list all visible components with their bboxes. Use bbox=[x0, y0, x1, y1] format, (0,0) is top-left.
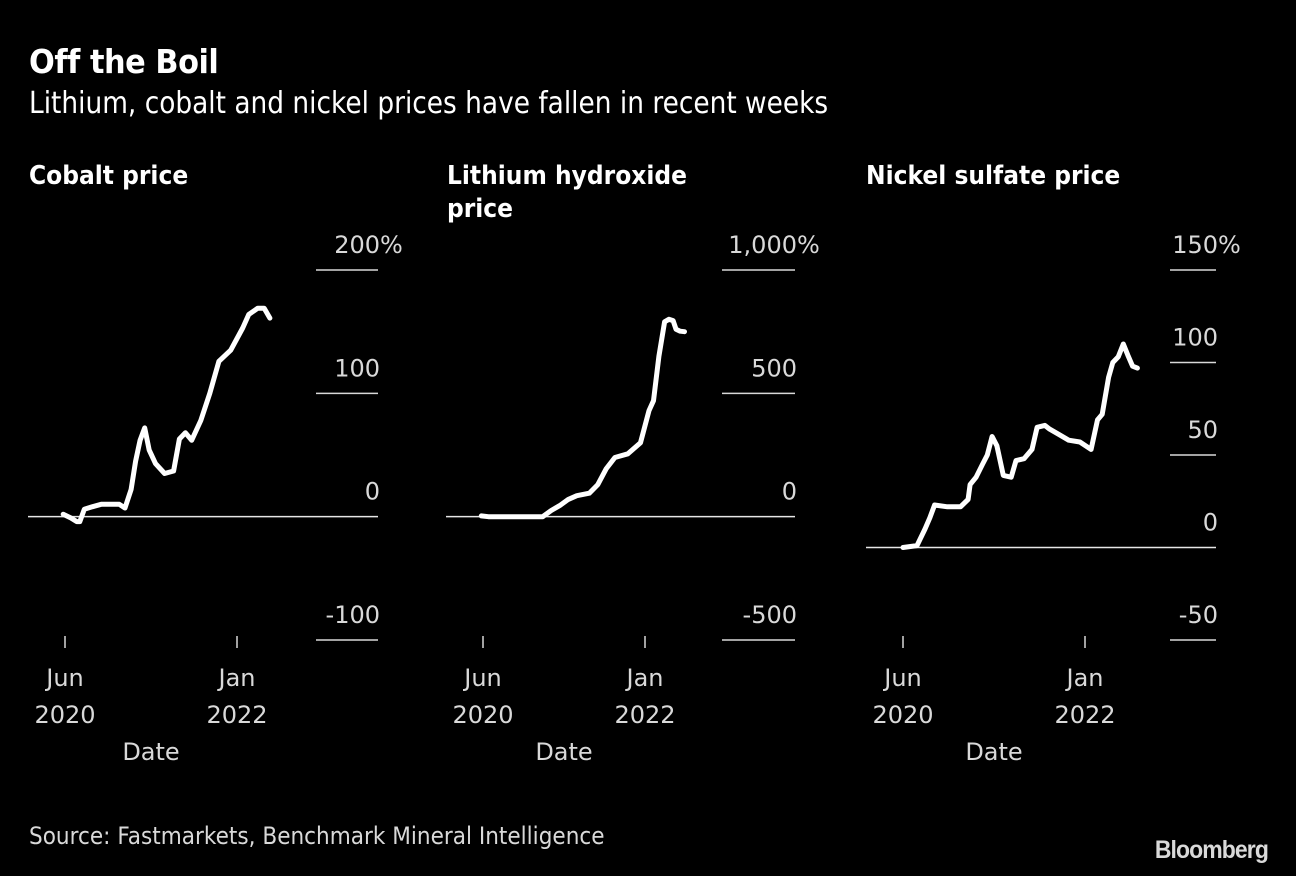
panel-title-cobalt: Cobalt price bbox=[29, 160, 188, 193]
y-tick-label: 0 bbox=[365, 478, 380, 506]
x-tick-label-year: 2020 bbox=[872, 701, 933, 729]
series-line bbox=[900, 341, 1140, 550]
y-tick-label: 100 bbox=[1172, 324, 1218, 352]
y-tick-label: 200 bbox=[334, 231, 380, 259]
x-tick-label-month: Jan bbox=[625, 664, 664, 692]
x-tick-label-year: 2022 bbox=[614, 701, 675, 729]
x-tick-label-year: 2022 bbox=[1054, 701, 1115, 729]
y-tick-label: -500 bbox=[743, 601, 797, 629]
series-line bbox=[60, 305, 273, 525]
panel-title-line: price bbox=[447, 194, 514, 224]
chart-title: Off the Boil bbox=[29, 42, 219, 81]
x-tick-label-month: Jun bbox=[44, 664, 84, 692]
chart-subtitle: Lithium, cobalt and nickel prices have f… bbox=[29, 86, 829, 121]
bloomberg-logo: Bloomberg bbox=[1154, 836, 1269, 864]
source-note: Source: Fastmarkets, Benchmark Mineral I… bbox=[29, 822, 605, 850]
y-tick-label: -100 bbox=[326, 601, 380, 629]
panel-title-lithium: Lithium hydroxide price bbox=[447, 160, 687, 226]
x-tick-label-year: 2020 bbox=[452, 701, 513, 729]
panel-title-line: Nickel sulfate price bbox=[866, 161, 1121, 191]
y-tick-label: 50 bbox=[1187, 416, 1218, 444]
series-line bbox=[478, 316, 687, 520]
x-tick-label-month: Jan bbox=[1065, 664, 1104, 692]
y-tick-label: 500 bbox=[751, 354, 797, 382]
y-tick-label: -50 bbox=[1179, 601, 1218, 629]
x-tick-label-year: 2020 bbox=[34, 701, 95, 729]
y-tick-label: 150 bbox=[1172, 231, 1218, 259]
panel-title-nickel: Nickel sulfate price bbox=[866, 160, 1120, 193]
panel-title-line: Lithium hydroxide bbox=[447, 161, 688, 191]
y-tick-percent: % bbox=[380, 231, 403, 259]
panel-title-line: Cobalt price bbox=[29, 161, 189, 191]
y-tick-label: 100 bbox=[334, 354, 380, 382]
y-tick-percent: % bbox=[797, 231, 820, 259]
x-tick-label-month: Jun bbox=[462, 664, 502, 692]
x-tick-label-month: Jun bbox=[882, 664, 922, 692]
y-tick-label: 0 bbox=[782, 478, 797, 506]
y-tick-percent: % bbox=[1218, 231, 1241, 259]
x-axis-label: Date bbox=[535, 738, 592, 766]
y-tick-label: 1,000 bbox=[728, 231, 797, 259]
x-tick-label-year: 2022 bbox=[206, 701, 267, 729]
y-tick-label: 0 bbox=[1203, 509, 1218, 537]
x-tick-label-month: Jan bbox=[217, 664, 256, 692]
x-axis-label: Date bbox=[965, 738, 1022, 766]
x-axis-label: Date bbox=[122, 738, 179, 766]
